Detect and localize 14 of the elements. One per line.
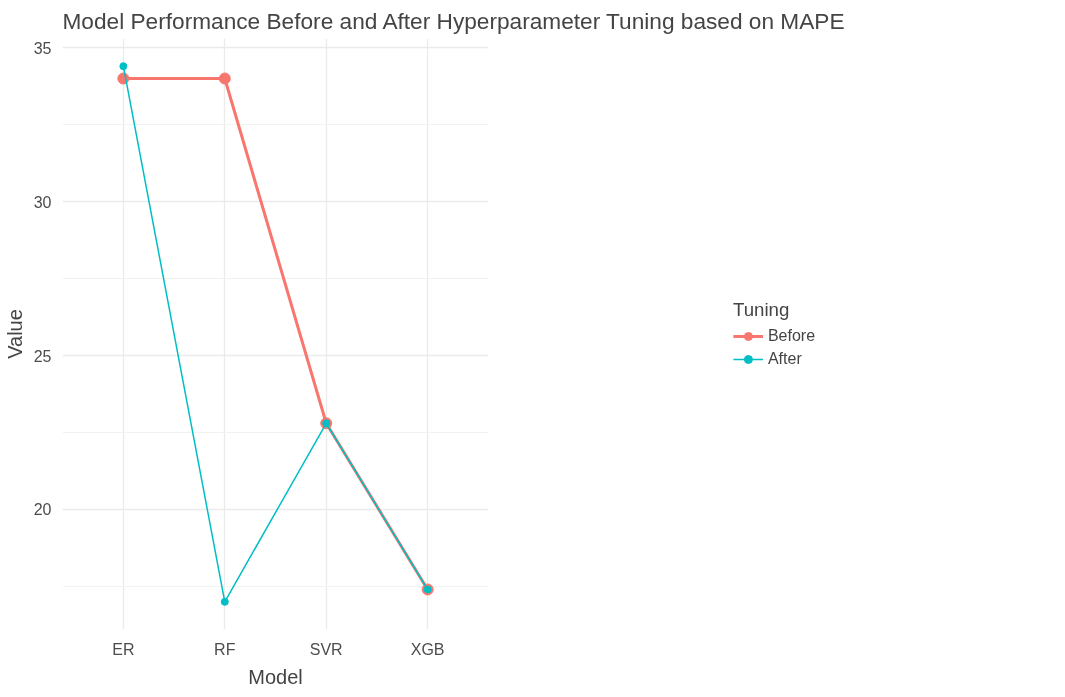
y-tick-label: 35 <box>33 39 52 57</box>
legend-title: Tuning <box>732 298 791 321</box>
x-axis-title: Model <box>248 665 303 688</box>
y-axis-title: Value <box>3 309 26 359</box>
x-tick-label: SVR <box>309 640 343 658</box>
x-tick-label: RF <box>214 640 236 658</box>
legend-label: Before <box>767 326 816 345</box>
y-tick-label: 20 <box>33 501 52 519</box>
legend-label: After <box>767 349 802 368</box>
chart-title: Model Performance Before and After Hyperparameter Tuning based on MAPE <box>62 7 845 34</box>
x-tick-label: ER <box>112 640 135 658</box>
y-tick-label: 25 <box>33 347 52 365</box>
x-tick-label: XGB <box>410 640 445 658</box>
y-tick-label: 30 <box>33 193 52 211</box>
